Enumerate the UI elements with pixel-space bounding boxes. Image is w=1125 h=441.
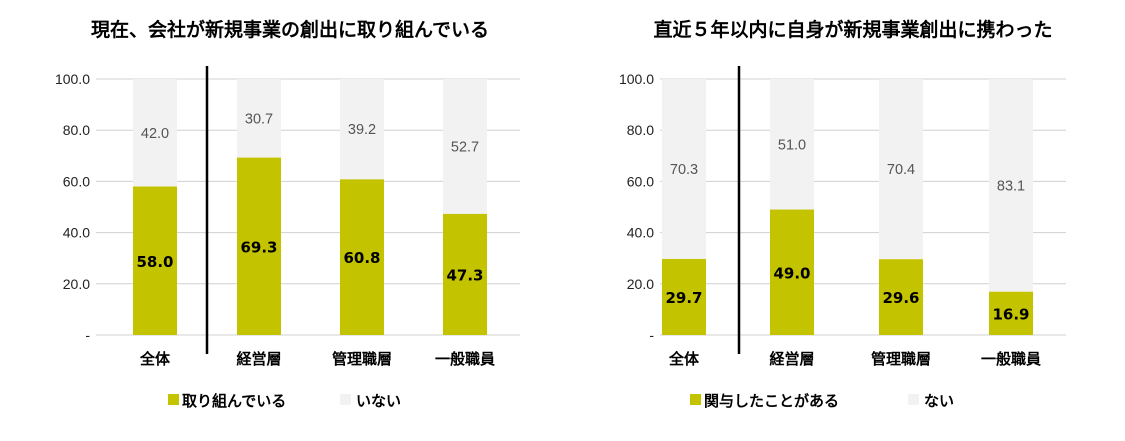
category-label: 経営層 [769,350,814,368]
legend-label-primary: 取り組んでいる [182,392,286,410]
y-tick-label: 100.0 [619,71,654,87]
data-label-secondary: 70.3 [670,162,698,178]
y-tick-label: 20.0 [63,276,90,292]
chart-title: 現在、会社が新規事業の創出に取り組んでいる [91,18,489,41]
bar-segment-primary [443,213,487,335]
data-label-secondary: 70.4 [887,162,915,178]
chart-panel-personal-involvement: 直近５年以内に自身が新規事業創出に携わった - 20.0 40.0 60.0 80.0 10… [563,0,1123,441]
bar-segment-primary [989,291,1033,335]
legend-label-primary: 関与したことがある [704,392,839,410]
data-label-primary: 58.0 [136,253,173,271]
data-label-secondary: 52.7 [451,139,479,155]
bar-segment-secondary [989,79,1033,292]
y-tick-label: - [85,327,90,343]
data-label-secondary: 51.0 [778,137,806,153]
category-label: 経営層 [236,350,281,368]
bar-segment-secondary [662,79,706,259]
category-label: 管理職層 [332,350,392,368]
bar-segment-primary [879,259,923,335]
data-label-secondary: 83.1 [997,178,1025,194]
y-tick-label: 20.0 [627,276,654,292]
y-tick-label: 40.0 [627,225,654,241]
y-tick-label: 60.0 [627,173,654,189]
chart-title: 直近５年以内に自身が新規事業創出に携わった [653,18,1052,41]
bar-segment-secondary [340,79,384,180]
data-label-primary: 16.9 [992,305,1029,323]
bar-segment-primary [340,179,384,335]
data-label-primary: 49.0 [773,264,810,282]
legend-label-secondary: いない [356,392,401,410]
category-label: 一般職員 [435,350,495,368]
bar-segment-secondary [443,79,487,214]
y-tick-label: 100.0 [55,71,90,87]
bar-segment-secondary [770,79,814,210]
legend-swatch-secondary [908,394,919,405]
category-label: 全体 [668,350,700,368]
y-tick-label: - [649,327,654,343]
legend-swatch-primary [690,394,701,405]
bar-segment-secondary [879,79,923,260]
y-tick-label: 80.0 [63,122,90,138]
bar-segment-primary [237,157,281,335]
data-label-primary: 29.7 [665,289,702,307]
chart-company-initiative: 現在、会社が新規事業の創出に取り組んでいる - 20.0 40.0 60.0 80.0 10… [55,18,520,410]
y-tick-label: 60.0 [63,173,90,189]
data-label-secondary: 39.2 [348,122,376,138]
y-tick-label: 80.0 [627,122,654,138]
data-label-primary: 69.3 [240,238,277,256]
bar-segment-primary [133,186,177,335]
data-label-secondary: 30.7 [245,111,273,127]
bar-segment-secondary [237,79,281,158]
bar-segment-primary [770,209,814,335]
chart-personal-involvement: 直近５年以内に自身が新規事業創出に携わった - 20.0 40.0 60.0 80.0 10… [619,18,1066,410]
category-label: 全体 [139,350,171,368]
y-tick-label: 40.0 [63,225,90,241]
chart-panel-company-initiative: 現在、会社が新規事業の創出に取り組んでいる - 20.0 40.0 60.0 80.0 10… [0,0,560,441]
data-label-primary: 29.6 [882,289,919,307]
data-label-primary: 60.8 [343,249,380,267]
data-label-secondary: 42.0 [141,126,169,142]
category-label: 管理職層 [871,350,931,368]
bar-segment-primary [662,258,706,335]
legend-label-secondary: ない [924,392,954,410]
category-label: 一般職員 [981,350,1041,368]
bar-segment-secondary [133,79,177,187]
legend-swatch-secondary [340,394,351,405]
legend-swatch-primary [168,394,179,405]
data-label-primary: 47.3 [446,266,483,284]
